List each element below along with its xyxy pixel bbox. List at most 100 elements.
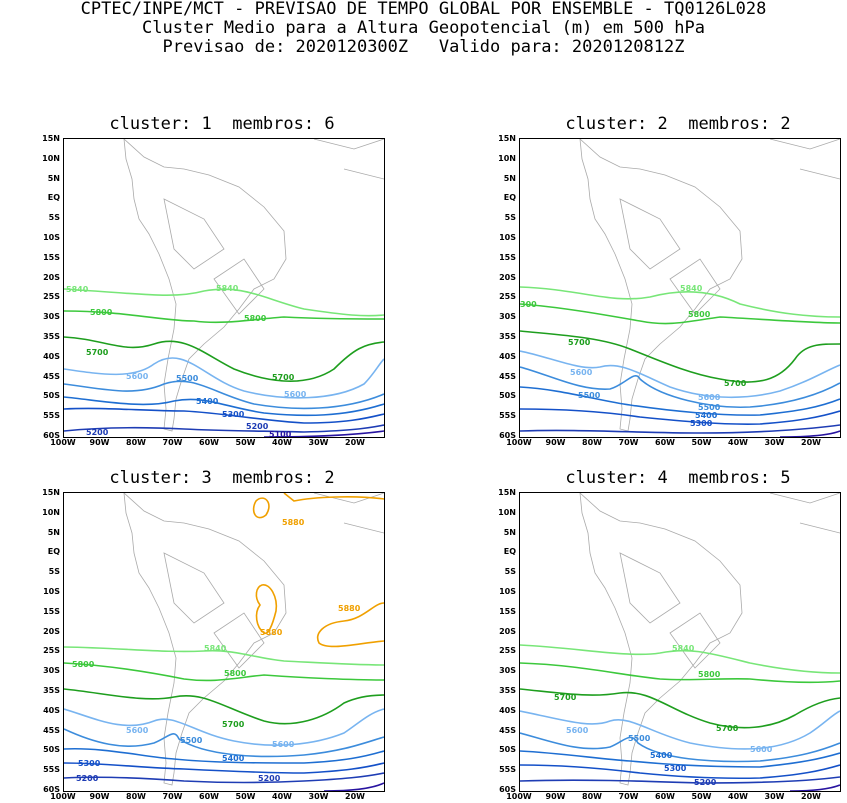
contour-5880	[252, 497, 270, 519]
lon-tick-label: 90W	[545, 792, 566, 801]
lat-tick-label: 20S	[499, 626, 516, 636]
contour-label-5500: 5500	[180, 736, 203, 745]
contour-5840	[520, 644, 840, 674]
contour-label-5500: 5500	[578, 391, 601, 400]
lon-tick-label: 80W	[126, 792, 146, 801]
lat-tick-label: 25S	[499, 292, 516, 302]
contour-5300	[520, 408, 840, 425]
lat-tick-label: 5S	[504, 213, 516, 223]
lon-tick-label: 60W	[199, 792, 219, 801]
contour-5800	[64, 310, 384, 324]
lat-tick-label: 35S	[499, 686, 516, 695]
map-frame: 5840 5840 5800 5800 5700 5700 5600 5600 …	[63, 138, 385, 438]
lat-tick-label: 10N	[498, 507, 516, 517]
lat-tick-label: 55S	[499, 765, 516, 775]
contour-label-5600: 5600	[750, 745, 773, 754]
contour-5600	[520, 710, 840, 750]
contour-label-5400: 5400	[695, 411, 718, 420]
map-frame: 5840 5800 5700 5700 5600 5600 5500 5400 …	[519, 492, 841, 792]
lat-tick-label: 5S	[48, 213, 60, 223]
lon-tick-label: 40W	[272, 438, 292, 447]
contour-5200	[520, 776, 840, 784]
lat-tick-label: 50S	[499, 745, 516, 755]
contour-5300	[520, 764, 840, 780]
lat-tick-label: 15N	[42, 134, 60, 143]
contour-5880	[283, 493, 384, 502]
lon-tick-label: 50W	[235, 792, 256, 801]
land-outline	[123, 139, 384, 432]
contour-label-5500: 5500	[628, 734, 651, 743]
contour-5700	[520, 330, 840, 383]
lon-tick-label: 90W	[89, 792, 110, 801]
lon-tick-label: 100W	[506, 792, 532, 801]
lon-tick-label: 70W	[618, 792, 639, 801]
lat-tick-label: 50S	[43, 745, 60, 755]
lat-tick-label: 5N	[47, 173, 60, 183]
lon-tick-label: 90W	[545, 438, 566, 447]
lon-tick-label: 100W	[50, 792, 76, 801]
lat-tick-label: 60S	[43, 431, 60, 440]
lat-tick-label: 15N	[498, 134, 516, 143]
lat-tick-label: 60S	[43, 785, 60, 794]
header-title-line2: Cluster Medio para a Altura Geopotencial…	[142, 18, 705, 38]
lat-tick-label: 15N	[498, 488, 516, 497]
panel-title: cluster: 2 membros: 2	[565, 114, 791, 134]
lat-tick-label: 25S	[43, 646, 60, 656]
lat-tick-label: 10S	[43, 233, 60, 242]
contour-label-5600: 5600	[570, 368, 593, 377]
lat-tick-label: 10S	[499, 233, 516, 242]
contour-label-5880: 5880	[338, 604, 361, 613]
lat-tick-label: 40S	[43, 351, 60, 361]
contour-label-5400: 5400	[650, 751, 673, 760]
lat-tick-label: 55S	[43, 765, 60, 775]
lat-tick-label: 45S	[499, 725, 516, 735]
lon-tick-label: 50W	[691, 438, 712, 447]
contour-label-5700: 5700	[724, 379, 747, 388]
panel-title: cluster: 4 membros: 5	[565, 468, 791, 488]
contour-label-5200: 5200	[76, 774, 99, 783]
lat-tick-label: 60S	[499, 431, 516, 440]
contour-label-5840: 5840	[680, 284, 703, 293]
contour-5100	[263, 430, 384, 437]
contour-label-5840: 5840	[672, 644, 695, 653]
lat-tick-label: 45S	[43, 725, 60, 735]
map-canvas: 5880 5880 5880 5840 5800 5800 5700 5600 …	[64, 493, 384, 791]
contour-5840	[64, 646, 384, 666]
lat-tick-label: 45S	[43, 371, 60, 381]
lat-tick-label: 15S	[499, 606, 516, 616]
contour-5200	[64, 772, 384, 784]
contour-5800	[520, 662, 840, 684]
contour-label-5600: 5600	[126, 372, 149, 381]
lat-tick-label: 10S	[499, 587, 516, 596]
contour-label-5300: 5300	[78, 759, 101, 768]
lon-tick-label: 100W	[50, 438, 76, 447]
lat-tick-label: EQ	[503, 547, 516, 557]
map-canvas: 300 5840 5800 5700 5700 5600 5600 5500 5…	[520, 139, 840, 437]
contour-label-5400: 5400	[222, 754, 245, 763]
lon-tick-label: 40W	[728, 792, 748, 801]
map-canvas: 5840 5800 5700 5700 5600 5600 5500 5400 …	[520, 493, 840, 791]
contour-5100	[323, 782, 384, 791]
lat-tick-label: 20S	[43, 272, 60, 282]
lat-tick-label: 5S	[504, 567, 516, 577]
lat-tick-label: 5S	[48, 567, 60, 577]
lon-tick-label: 80W	[582, 438, 602, 447]
lat-tick-label: 25S	[43, 292, 60, 302]
lat-tick-label: 35S	[43, 332, 60, 341]
contour-5500	[520, 732, 840, 763]
contour-label-5300: 5300	[664, 764, 687, 773]
lon-tick-label: 60W	[655, 438, 675, 447]
lat-tick-label: 30S	[499, 312, 516, 322]
contour-label-5840: 5840	[216, 284, 239, 293]
lat-tick-label: 40S	[499, 705, 516, 715]
lon-tick-label: 80W	[582, 792, 602, 801]
contour-5880	[317, 602, 384, 648]
panel-title: cluster: 3 membros: 2	[109, 468, 335, 488]
lat-tick-label: EQ	[47, 193, 60, 203]
contour-label-5800: 5800	[224, 669, 247, 678]
lon-tick-label: 30W	[308, 792, 329, 801]
map-frame: 300 5840 5800 5700 5700 5600 5600 5500 5…	[519, 138, 841, 438]
lon-tick-label: 60W	[655, 792, 675, 801]
contour-5800	[64, 662, 384, 682]
lon-tick-label: 80W	[126, 438, 146, 447]
